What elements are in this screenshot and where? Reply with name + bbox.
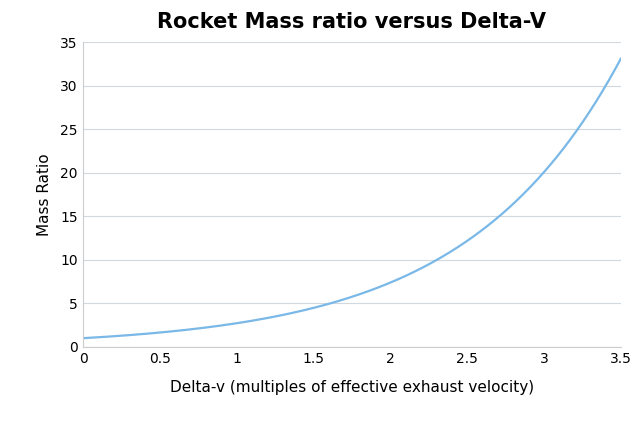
Y-axis label: Mass Ratio: Mass Ratio bbox=[36, 153, 52, 236]
Title: Rocket Mass ratio versus Delta-V: Rocket Mass ratio versus Delta-V bbox=[157, 12, 547, 33]
X-axis label: Delta-v (multiples of effective exhaust velocity): Delta-v (multiples of effective exhaust … bbox=[170, 380, 534, 396]
